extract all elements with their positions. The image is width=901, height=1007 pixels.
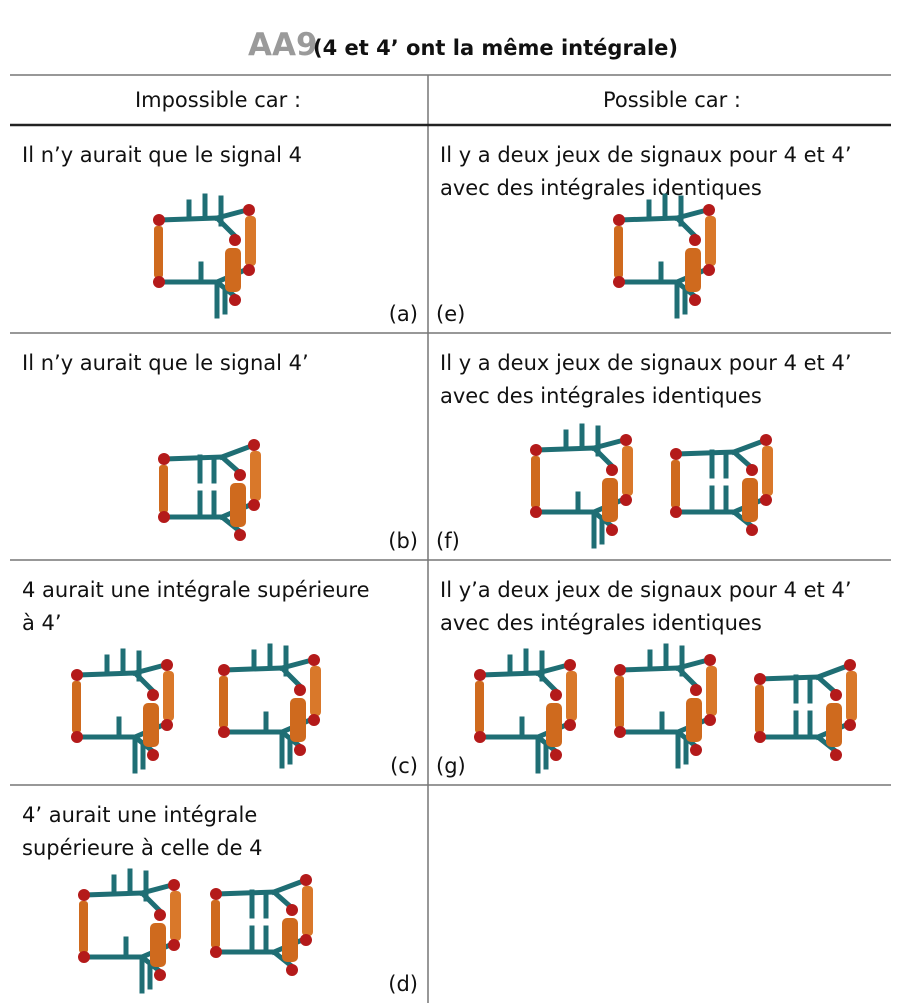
cell-text: Il y a deux jeux de signaux pour 4 et 4’ <box>440 143 852 167</box>
header-cell: Possible car : <box>603 88 741 112</box>
cell-label: (e) <box>436 302 465 326</box>
header-cell: Impossible car : <box>135 88 301 112</box>
cell-label: (f) <box>436 529 460 553</box>
cell-text: avec des intégrales identiques <box>440 384 762 408</box>
cell-text: à 4’ <box>22 611 62 635</box>
cell-label: (c) <box>390 754 418 778</box>
table-lines <box>10 74 891 1003</box>
table-body: Il n’y aurait que le signal 4 (a) Il y a d… <box>22 143 852 996</box>
cell-text: supérieure à celle de 4 <box>22 836 263 860</box>
cell-text: Il n’y aurait que le signal 4’ <box>22 351 309 375</box>
cell-text: Il y a deux jeux de signaux pour 4 et 4’ <box>440 351 852 375</box>
cell-label: (g) <box>436 754 466 778</box>
cell-label: (a) <box>389 302 418 326</box>
title-code: AA9 <box>248 27 318 63</box>
cell-text: Il n’y aurait que le signal 4 <box>22 143 302 167</box>
cell-label: (b) <box>388 529 418 553</box>
cell-text: 4 aurait une intégrale supérieure <box>22 578 370 602</box>
title-note: (4 et 4’ ont la même intégrale) <box>313 36 678 60</box>
cell-text: avec des intégrales identiques <box>440 176 762 200</box>
cell-text: avec des intégrales identiques <box>440 611 762 635</box>
cell-text: Il y’a deux jeux de signaux pour 4 et 4’ <box>440 578 852 602</box>
cell-text: 4’ aurait une intégrale <box>22 803 257 827</box>
cell-label: (d) <box>388 972 418 996</box>
